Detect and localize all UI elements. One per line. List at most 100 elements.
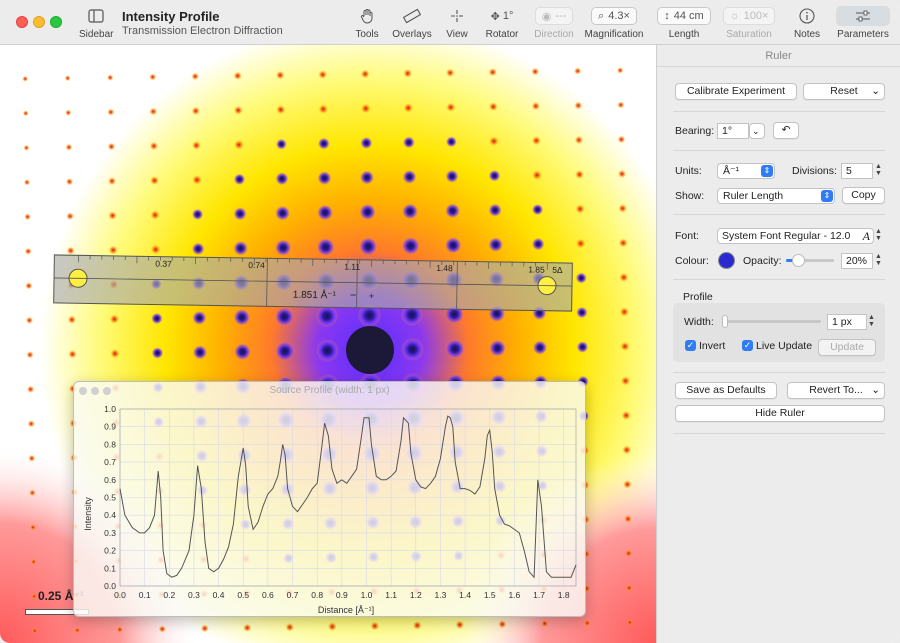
diffraction-spot (400, 303, 424, 327)
calibrate-experiment-button[interactable]: Calibrate Experiment (675, 83, 797, 100)
diffraction-spot (22, 110, 29, 117)
diffraction-spot (455, 620, 465, 630)
magnification-control[interactable]: ⌕ 4.3× Magnification (584, 6, 644, 40)
copy-button[interactable]: Copy (842, 187, 885, 204)
window-subtitle: Transmission Electron Diffraction (122, 25, 283, 37)
bearing-dropdown[interactable]: ⌄ (749, 123, 765, 139)
undo-arrow-icon: ↶ (781, 124, 791, 136)
diffraction-spot (315, 339, 340, 363)
diffraction-spot (149, 107, 158, 116)
diffraction-spot (149, 175, 160, 186)
parameters-button[interactable]: Parameters (836, 6, 890, 40)
x-tick-label: 1.3 (435, 590, 447, 600)
diffraction-spot (403, 68, 413, 78)
bearing-field[interactable]: 1° (717, 123, 749, 139)
undo-bearing-button[interactable]: ↶ (773, 122, 799, 139)
diffraction-spot (619, 272, 629, 283)
zoom-window-button[interactable] (50, 16, 62, 28)
diffraction-spot (66, 212, 74, 221)
diffraction-spot (618, 204, 627, 213)
minimize-window-button[interactable] (33, 16, 45, 28)
font-picker-icon[interactable]: A (862, 229, 870, 243)
opacity-field[interactable]: 20% (841, 253, 873, 269)
x-tick-label: 1.1 (385, 590, 397, 600)
invert-checkbox[interactable]: ✓ (685, 340, 696, 351)
width-field[interactable]: 1 px (827, 314, 867, 330)
diffraction-spot (24, 247, 32, 255)
tools-button[interactable]: Tools (352, 6, 382, 40)
profile-minimize-button[interactable] (91, 387, 99, 395)
diffraction-spot (400, 337, 425, 361)
x-tick-label: 0.2 (163, 590, 175, 600)
chart-grid (119, 408, 577, 587)
y-axis-label: Intensity (83, 497, 93, 531)
diffraction-spot (31, 593, 38, 600)
hide-ruler-button[interactable]: Hide Ruler (675, 405, 885, 422)
diffraction-spot (191, 72, 200, 81)
colour-well[interactable] (718, 252, 735, 269)
view-button[interactable]: View (443, 6, 471, 40)
diffraction-spot (23, 179, 31, 186)
y-tick-label: 1.0 (104, 404, 116, 414)
diffraction-spot (412, 620, 422, 630)
diffraction-spot (191, 242, 205, 256)
opacity-slider-knob[interactable] (792, 254, 805, 267)
width-slider[interactable] (722, 315, 821, 328)
source-profile-window[interactable]: Source Profile (width: 1 px) 0.0 0.1 0.2 0.… (73, 381, 586, 617)
direction-button[interactable]: ◉ --- Direction (531, 6, 577, 40)
notes-button[interactable]: Notes (792, 6, 822, 40)
diffraction-spot (616, 67, 624, 74)
width-slider-knob[interactable] (722, 315, 728, 328)
revert-to-dropdown[interactable]: Revert To... ⌄ (787, 382, 885, 399)
reset-dropdown[interactable]: Reset ⌄ (803, 83, 885, 100)
opacity-slider[interactable] (786, 254, 834, 267)
profile-zoom-button[interactable] (103, 387, 111, 395)
close-window-button[interactable] (16, 16, 28, 28)
opacity-stepper[interactable]: ▲ ▼ (875, 253, 882, 267)
diffraction-spot (192, 310, 207, 326)
width-stepper[interactable]: ▲ ▼ (868, 314, 875, 328)
overlays-button[interactable]: Overlays (392, 6, 432, 40)
diffraction-spot (233, 240, 249, 256)
diffraction-spot (107, 177, 117, 186)
rotator-button[interactable]: ✥ 1° Rotator (484, 6, 520, 40)
diffraction-spot (360, 103, 371, 114)
ruler-length-label: 1.851 Å⁻¹ (293, 288, 337, 302)
crosshair-icon (443, 6, 471, 26)
live-update-checkbox[interactable]: ✓ (742, 340, 753, 351)
diffraction-spot (22, 75, 29, 82)
divisions-stepper[interactable]: ▲ ▼ (875, 163, 882, 177)
x-tick-label: 1.8 (558, 590, 570, 600)
sliders-icon (836, 6, 890, 26)
diffraction-spot (401, 236, 421, 256)
font-field[interactable]: System Font Regular - 12.0 A (717, 228, 874, 244)
font-size-stepper[interactable]: ▲ ▼ (875, 228, 882, 242)
show-select[interactable]: Ruler Length ⇕ (717, 188, 835, 204)
diffraction-spot (623, 480, 632, 489)
saturation-control[interactable]: ☼ 100× Saturation (721, 6, 777, 40)
save-as-defaults-button[interactable]: Save as Defaults (675, 382, 777, 399)
ruler-tick-label-5: 1.85 (528, 264, 545, 274)
opacity-slider-fill (786, 259, 796, 262)
diffraction-spot (625, 584, 633, 592)
ruler-plus-icon[interactable]: + (369, 291, 374, 301)
diffraction-spot (65, 109, 72, 116)
diffraction-spot (617, 135, 626, 144)
ruler-minus-icon[interactable]: − (350, 290, 357, 302)
diffraction-spot (576, 341, 589, 353)
diffraction-spot (402, 169, 417, 184)
units-select[interactable]: Å⁻¹ ⇕ (717, 163, 775, 179)
diffraction-spot (108, 245, 118, 255)
length-control[interactable]: ↕ 44 cm Length (652, 6, 716, 40)
update-button[interactable]: Update (818, 339, 876, 356)
sidebar-toggle-button[interactable]: Sidebar (79, 6, 113, 40)
ruler-overlay[interactable]: 0.37 0.74 1.11 1.48 1.85 5Δ 1.851 Å⁻¹ − … (0, 45, 656, 643)
x-tick-label: 0.3 (188, 590, 200, 600)
divisions-field[interactable]: 5 (841, 163, 873, 179)
diffraction-spot (618, 238, 628, 248)
window-title: Intensity Profile (122, 9, 220, 24)
central-beam-spot (346, 326, 394, 374)
profile-close-button[interactable] (79, 387, 87, 395)
diffraction-spot (621, 410, 631, 421)
diffraction-spot (68, 349, 77, 359)
